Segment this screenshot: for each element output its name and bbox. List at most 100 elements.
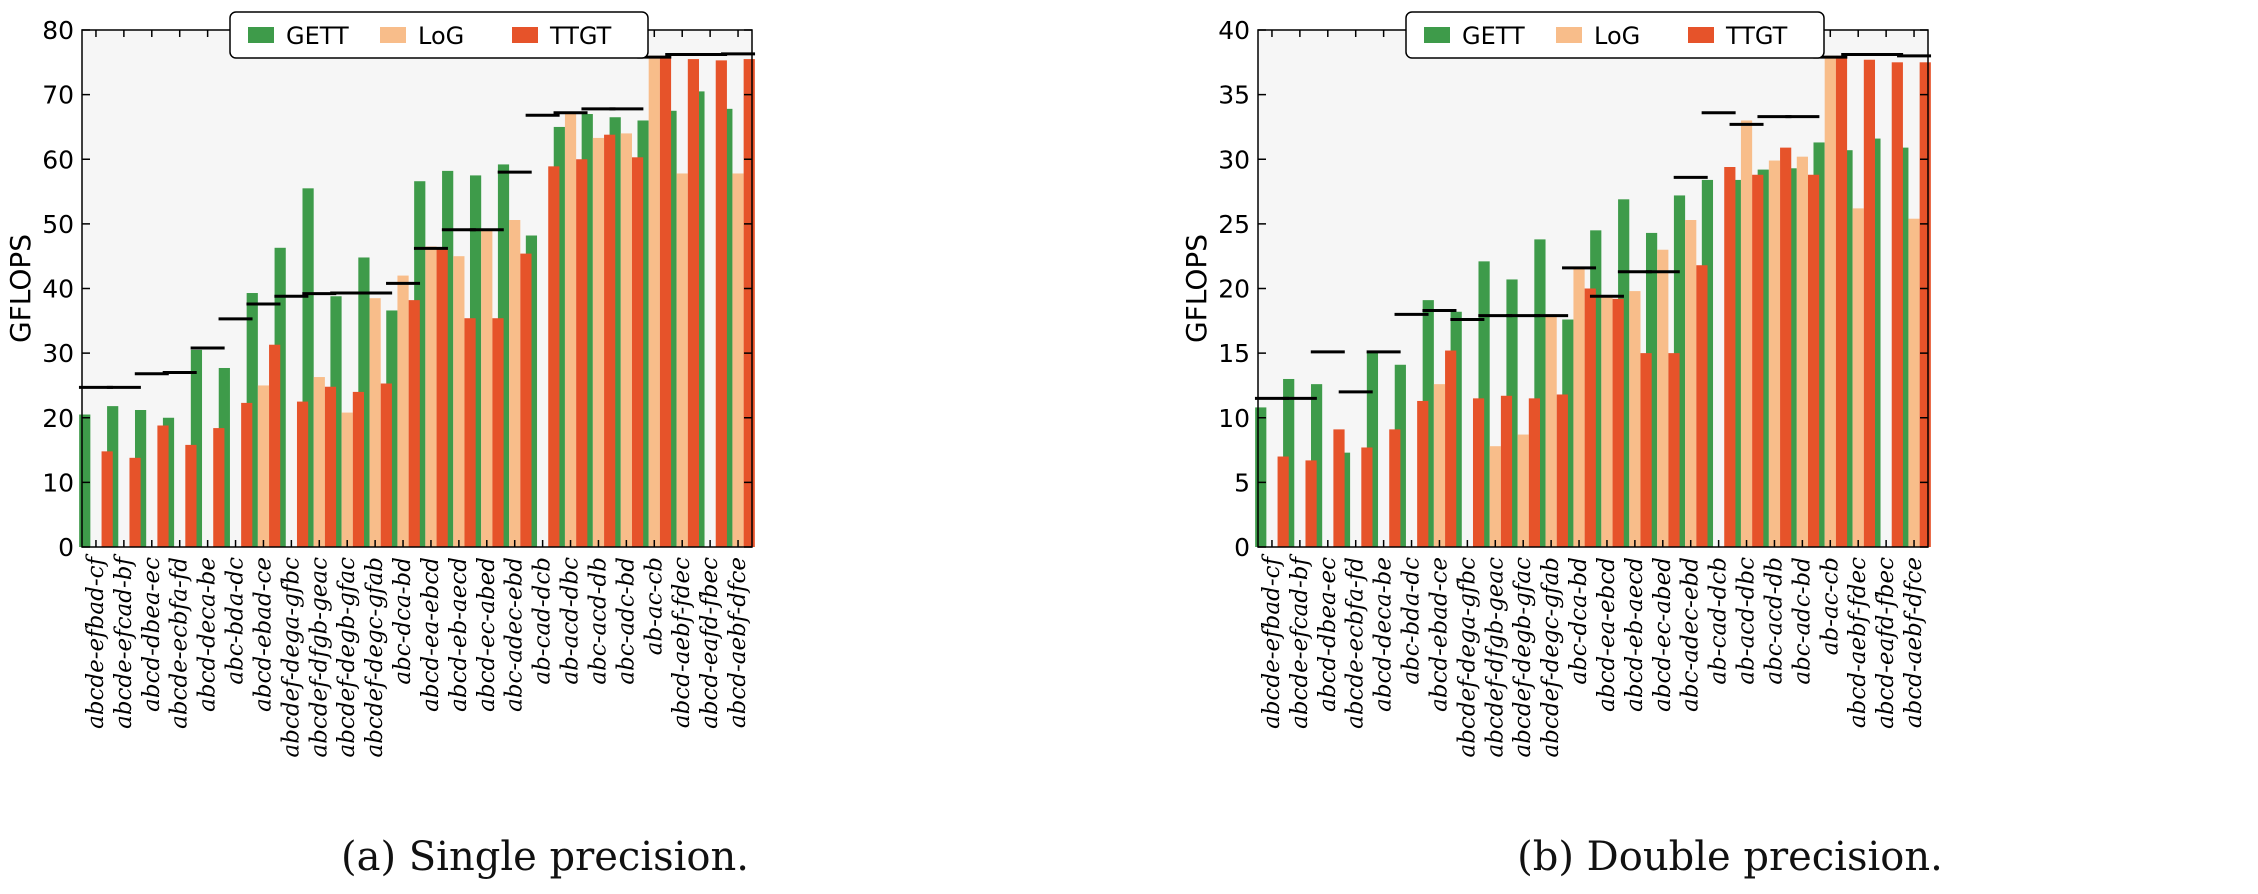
bar-log (1740, 120, 1753, 547)
y-tick-label: 60 (42, 145, 74, 174)
category-label: abcd-eb-aecd (1622, 557, 1648, 712)
category-label: abcd-dbea-ec (1315, 557, 1341, 712)
y-tick-label: 80 (42, 16, 74, 45)
category-label: abcd-aebf-dfce (725, 557, 751, 728)
bar-ttgt (296, 401, 309, 547)
category-label: ab-ac-cb (641, 557, 667, 655)
bar-ttgt (1389, 429, 1401, 547)
bar-ttgt (687, 59, 700, 547)
y-tick-label: 10 (1218, 404, 1250, 433)
bar-log (481, 230, 493, 547)
bar-ttgt (1333, 429, 1345, 547)
category-label: abcd-eafd-fbec (1873, 557, 1899, 729)
category-label: abc-adc-bd (1789, 557, 1815, 685)
bar-log (676, 173, 688, 547)
bar-ttgt (213, 428, 225, 547)
category-label: abcd-eb-aecd (446, 557, 472, 712)
y-tick-label: 35 (1218, 81, 1250, 110)
category-label: abcde-efbad-cf (1259, 554, 1285, 729)
bar-log (1433, 384, 1446, 547)
category-label: abcde-efcad-bf (1287, 554, 1313, 729)
bar-ttgt (1919, 62, 1931, 548)
category-label: ab-acd-dbc (558, 557, 584, 685)
y-tick-label: 0 (58, 533, 74, 562)
category-label: abcde-ecbfa-fd (167, 557, 193, 729)
bar-ttgt (436, 247, 448, 548)
category-label: abcd-dbea-ec (139, 557, 165, 712)
bar-log (1601, 297, 1613, 547)
bar-log (648, 55, 660, 547)
bar-ttgt (576, 159, 588, 547)
bar-ttgt (1835, 55, 1848, 547)
category-label: abcd-aebf-fdec (669, 557, 695, 728)
bar-log (369, 298, 381, 547)
bar-log (1545, 314, 1557, 547)
legend-swatch-ttgt (1688, 27, 1714, 43)
legend-box (1405, 11, 1825, 59)
legend-label-ttgt: TTGT (549, 22, 612, 50)
category-label: abc-adc-bd (613, 557, 639, 685)
legend-swatch-log (380, 27, 406, 43)
category-label: abcdef-degb-gfac (334, 557, 360, 758)
bar-ttgt (1500, 395, 1513, 547)
bar-gett (302, 188, 314, 547)
bar-log (453, 256, 465, 547)
y-tick-label: 20 (1218, 275, 1250, 304)
category-label: abcd-ebad-ce (1426, 557, 1452, 712)
y-tick-label: 15 (1218, 339, 1250, 368)
bar-log (620, 133, 632, 547)
bar-ttgt (352, 391, 365, 547)
bar-log (313, 377, 325, 547)
category-label: abcdef-degb-gfac (1510, 557, 1536, 758)
category-label: ab-acd-dbc (1734, 557, 1760, 685)
bar-ttgt (1863, 59, 1876, 547)
y-tick-label: 0 (1234, 533, 1250, 562)
bar-ttgt (604, 134, 616, 547)
category-label: abcdef-dfgb-geac (306, 557, 332, 758)
y-tick-label: 5 (1234, 468, 1250, 497)
bar-ttgt (241, 402, 253, 547)
category-label: abcdef-dfgb-geac (1482, 557, 1508, 758)
category-label: abc-acd-db (1761, 557, 1787, 685)
category-label: abcdef-dega-gfbc (278, 557, 304, 758)
y-tick-label: 50 (42, 210, 74, 239)
bar-gett (79, 414, 91, 547)
y-axis-label: GFLOPS (4, 234, 37, 343)
bar-ttgt (129, 457, 141, 547)
legend: GETT LoG TTGT (1405, 11, 1825, 59)
bar-ttgt (1668, 353, 1680, 548)
bar-ttgt (157, 425, 169, 547)
category-label: abc-adec-ebd (1678, 557, 1704, 712)
bar-log (1908, 218, 1920, 547)
category-label: abcdef-degc-gfab (362, 557, 388, 758)
category-label: abcd-deca-be (1371, 557, 1397, 712)
bar-log (1768, 160, 1781, 548)
legend-swatch-gett (1424, 27, 1450, 43)
bar-ttgt (1361, 447, 1373, 547)
caption-single-precision: (a) Single precision. (341, 834, 749, 880)
caption-double-precision: (b) Double precision. (1517, 834, 1943, 880)
y-tick-label: 30 (1218, 145, 1250, 174)
bar-ttgt (1807, 174, 1820, 547)
bar-ttgt (1752, 174, 1764, 547)
legend-label-gett: GETT (1462, 22, 1525, 50)
bar-ttgt (1612, 298, 1624, 547)
bar-log (1629, 291, 1641, 547)
chart-double-precision: 0 5 10 15 20 25 30 35 40 abcde-efbad-cf abcde-efca… (1180, 11, 1932, 758)
bar-ttgt (659, 55, 672, 547)
bar-ttgt (492, 318, 504, 547)
category-label: abcd-aebf-fdec (1845, 557, 1871, 728)
bar-ttgt (1584, 288, 1596, 547)
bar-log (1824, 55, 1836, 547)
category-label: abc-acd-db (585, 557, 611, 685)
bar-ttgt (1780, 147, 1792, 547)
bar-ttgt (269, 344, 281, 547)
y-tick-label: 40 (1218, 16, 1250, 45)
category-label: abc-adec-ebd (502, 557, 528, 712)
bar-gett (1534, 239, 1546, 547)
legend-label-ttgt: TTGT (1725, 22, 1788, 50)
bar-log (732, 173, 744, 547)
bar-ttgt (1640, 353, 1652, 548)
category-label: abcd-eafd-fbec (697, 557, 723, 729)
